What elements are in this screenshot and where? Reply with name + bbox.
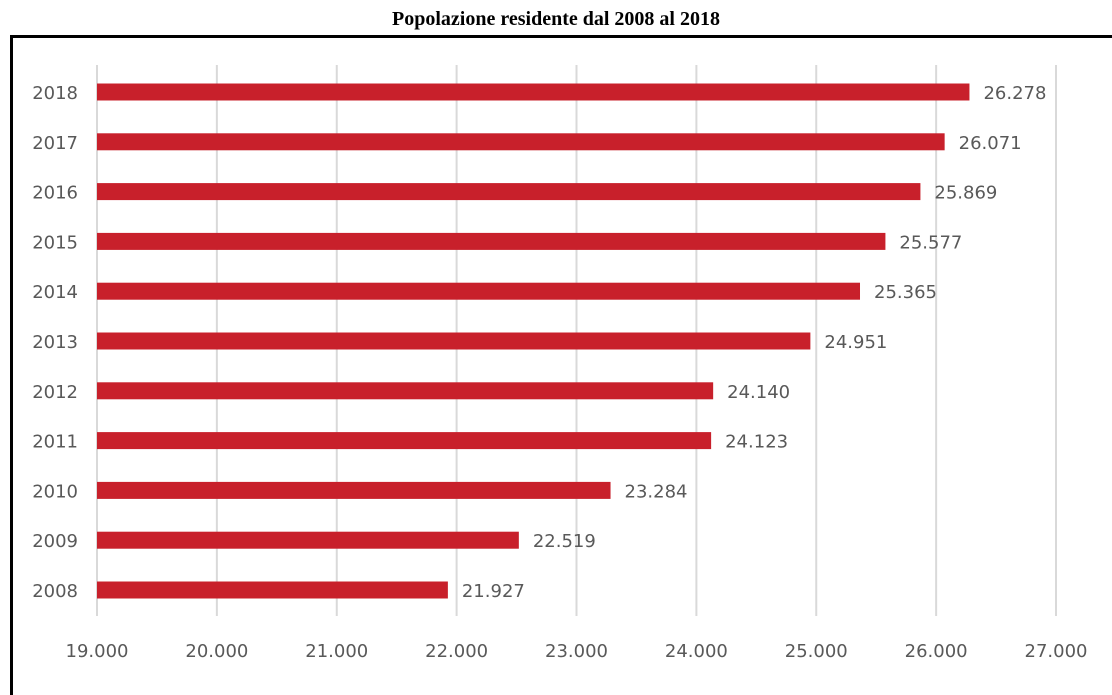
x-tick-label: 26.000 bbox=[905, 641, 968, 662]
x-tick-label: 22.000 bbox=[425, 641, 488, 662]
y-category-label: 2017 bbox=[32, 133, 78, 154]
y-category-label: 2016 bbox=[32, 183, 78, 204]
category-axis: 2008 2009 2010 2011 2012 2013 2014 2015 2016 2017… bbox=[32, 83, 78, 602]
bar bbox=[97, 481, 611, 499]
bar bbox=[97, 432, 712, 450]
data-label: 26.071 bbox=[959, 133, 1022, 154]
chart-title: Popolazione residente dal 2008 al 2018 bbox=[392, 8, 720, 30]
bar bbox=[97, 282, 861, 300]
data-label: 22.519 bbox=[533, 531, 596, 552]
x-tick-label: 19.000 bbox=[66, 641, 129, 662]
bar bbox=[97, 581, 448, 599]
bar bbox=[97, 382, 714, 400]
gridlines bbox=[96, 65, 1057, 616]
y-category-label: 2015 bbox=[32, 232, 78, 253]
x-tick-label: 21.000 bbox=[305, 641, 368, 662]
x-tick-label: 23.000 bbox=[545, 641, 608, 662]
y-category-label: 2012 bbox=[32, 382, 78, 403]
data-label: 23.284 bbox=[625, 481, 688, 502]
bar bbox=[97, 183, 921, 201]
y-category-label: 2014 bbox=[32, 282, 78, 303]
data-label: 26.278 bbox=[983, 83, 1046, 104]
y-category-label: 2018 bbox=[32, 83, 78, 104]
data-label: 21.927 bbox=[462, 581, 525, 602]
y-category-label: 2011 bbox=[32, 432, 78, 453]
y-category-label: 2013 bbox=[32, 332, 78, 353]
bar bbox=[97, 232, 886, 250]
y-category-label: 2009 bbox=[32, 531, 78, 552]
data-labels: 21.927 22.519 23.284 24.123 24.140 24.951 25.3… bbox=[462, 83, 1047, 602]
x-tick-label: 20.000 bbox=[185, 641, 248, 662]
bars bbox=[97, 83, 970, 599]
value-axis: 19.000 20.000 21.000 22.000 23.000 24.000 25.0… bbox=[66, 641, 1088, 662]
bar bbox=[97, 83, 970, 101]
bar bbox=[97, 133, 945, 151]
data-label: 24.951 bbox=[824, 332, 887, 353]
data-label: 24.140 bbox=[727, 382, 790, 403]
y-category-label: 2008 bbox=[32, 581, 78, 602]
data-label: 25.365 bbox=[874, 282, 937, 303]
bar-chart: 2008 2009 2010 2011 2012 2013 2014 2015 2016 2017… bbox=[32, 65, 1088, 662]
bar bbox=[97, 531, 519, 549]
data-label: 25.577 bbox=[899, 232, 962, 253]
x-tick-label: 25.000 bbox=[785, 641, 848, 662]
bar bbox=[97, 332, 811, 350]
chart-frame bbox=[10, 35, 1112, 695]
data-label: 24.123 bbox=[725, 432, 788, 453]
y-category-label: 2010 bbox=[32, 481, 78, 502]
x-tick-label: 27.000 bbox=[1025, 641, 1088, 662]
data-label: 25.869 bbox=[934, 183, 997, 204]
x-tick-label: 24.000 bbox=[665, 641, 728, 662]
